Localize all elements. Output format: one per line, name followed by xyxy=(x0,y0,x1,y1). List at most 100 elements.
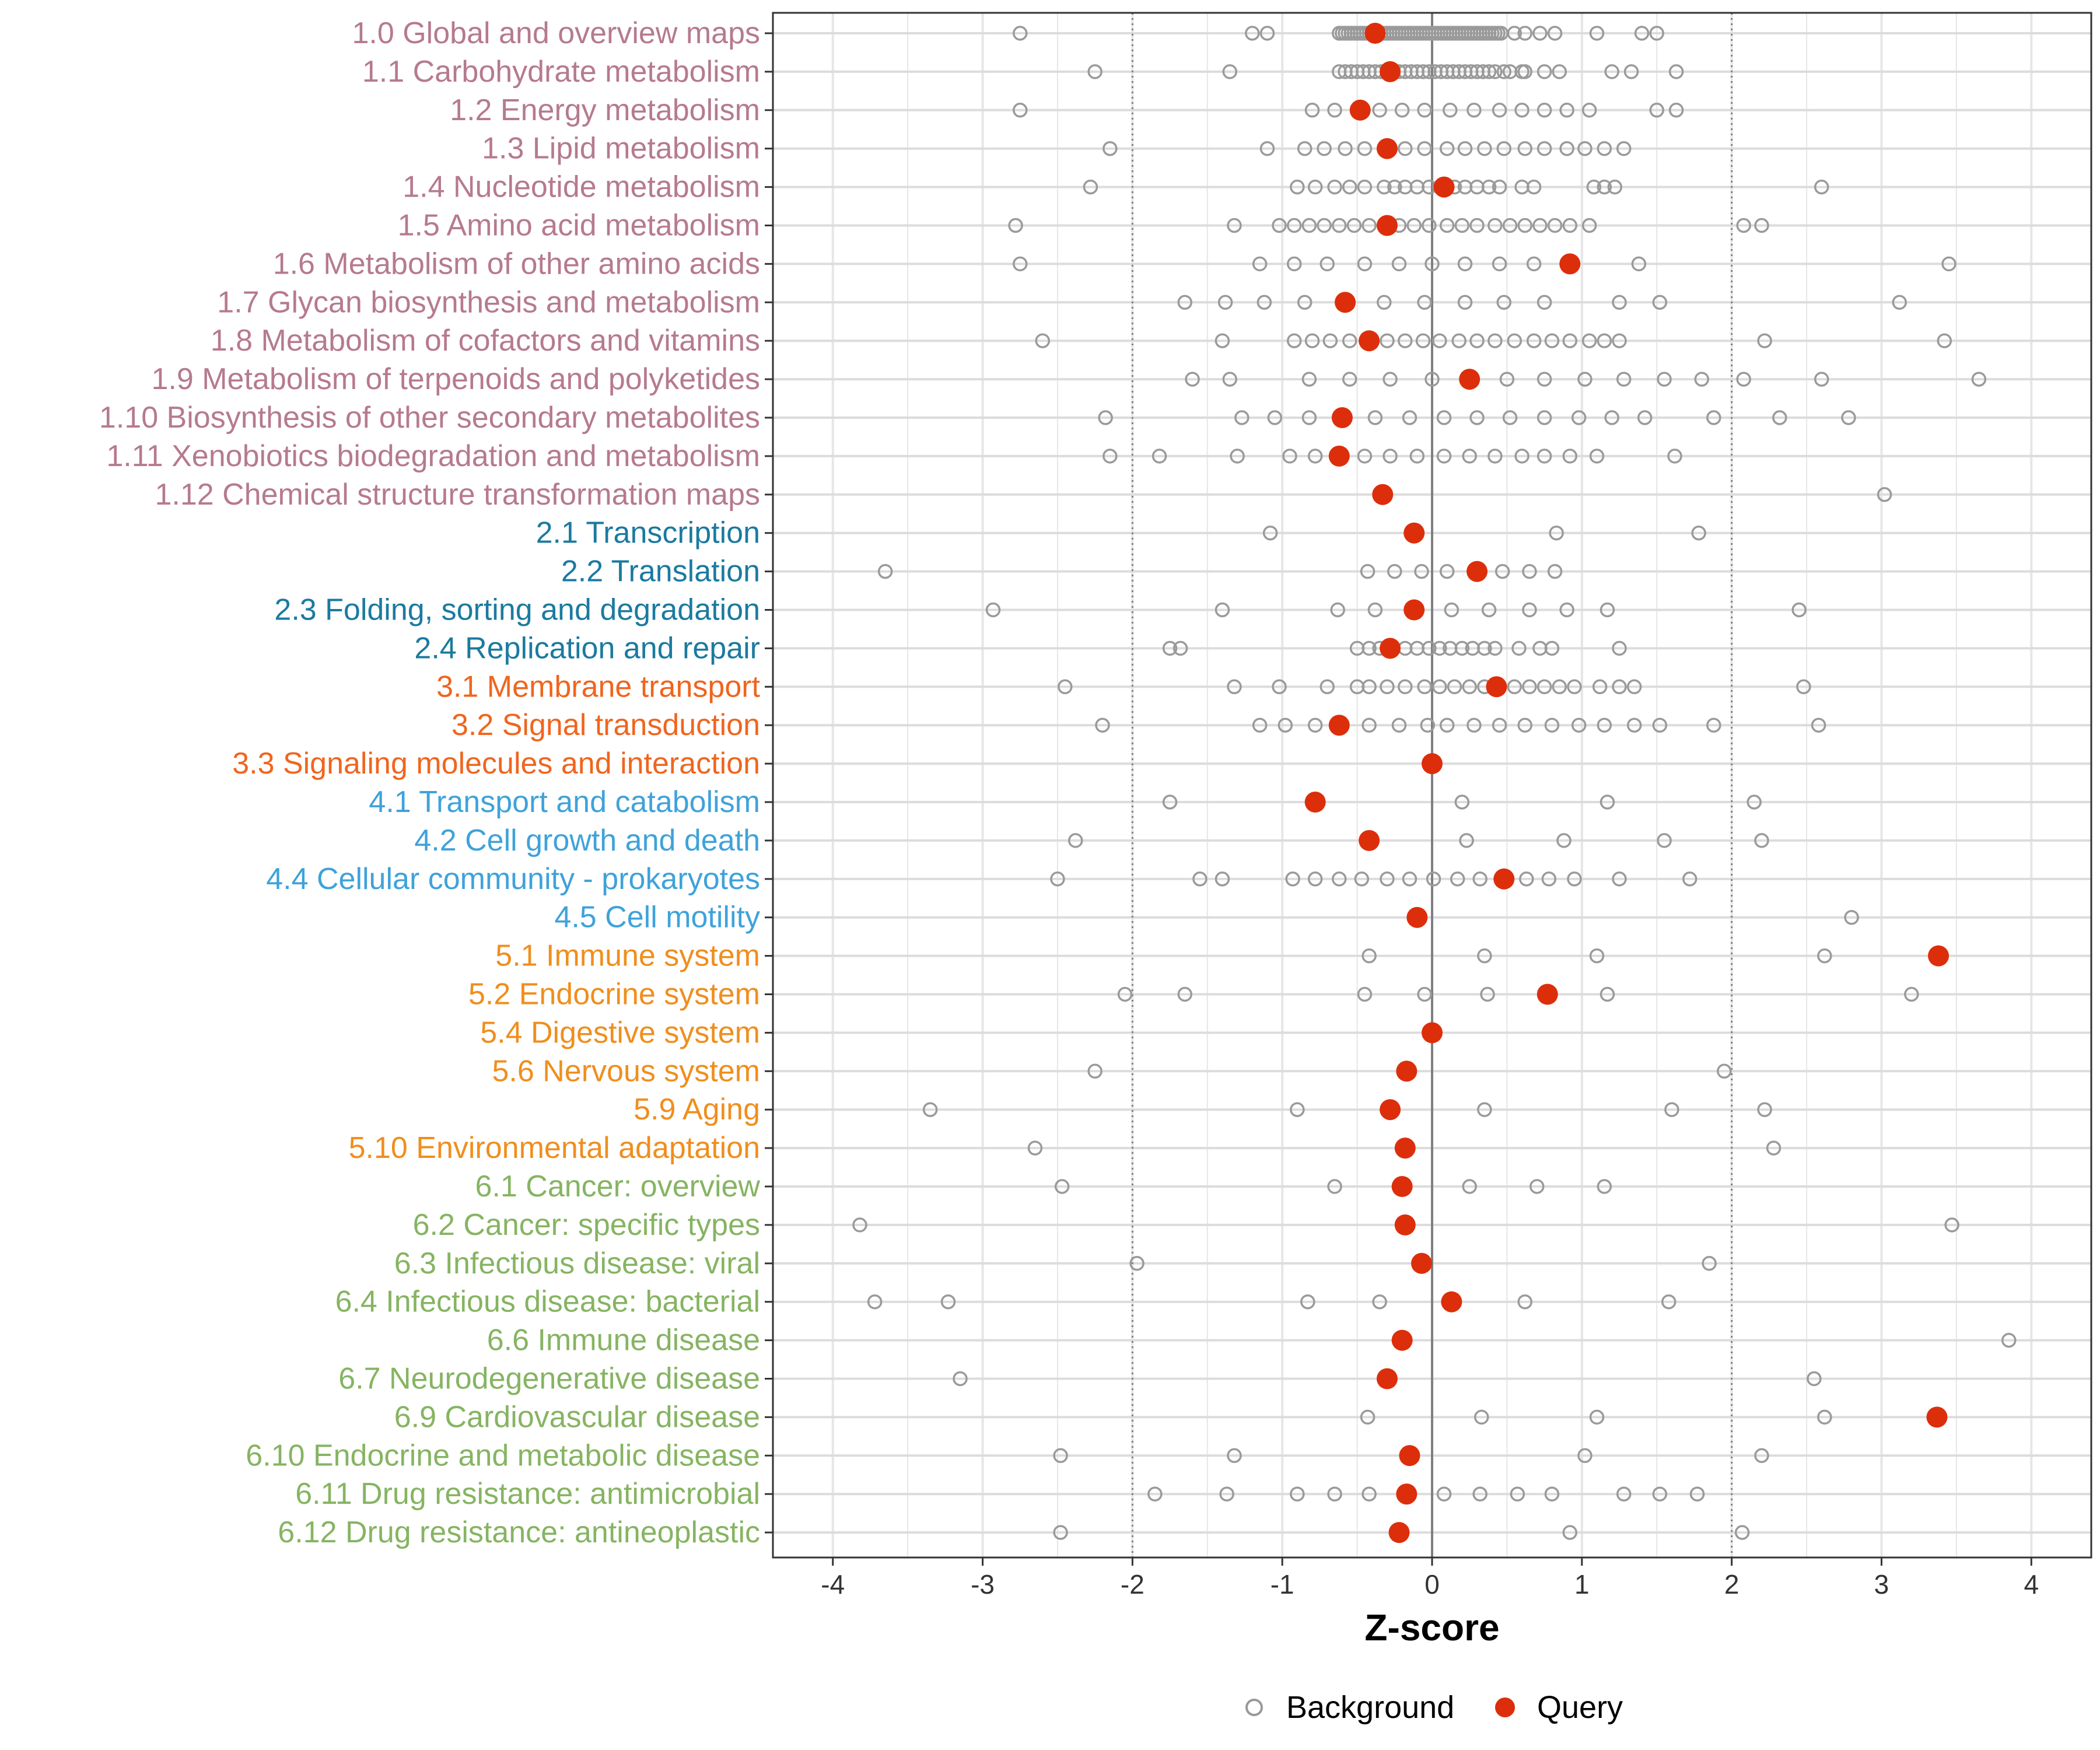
background-point xyxy=(1307,872,1323,887)
background-point xyxy=(1541,872,1557,887)
background-point xyxy=(1466,718,1482,733)
background-point xyxy=(1362,679,1377,695)
query-point xyxy=(1406,907,1428,928)
background-point xyxy=(1937,333,1952,348)
query-point xyxy=(1433,176,1455,198)
background-point xyxy=(1462,1179,1477,1194)
background-point xyxy=(1536,372,1552,387)
background-point xyxy=(1320,256,1335,272)
background-point xyxy=(1668,64,1684,79)
background-point xyxy=(1432,333,1447,348)
background-point xyxy=(1402,872,1418,887)
background-point xyxy=(877,564,893,579)
background-point xyxy=(1481,179,1497,195)
background-point xyxy=(1757,333,1772,348)
background-point xyxy=(1892,295,1908,310)
query-points xyxy=(1304,23,1950,1544)
category-labels: 1.0 Global and overview maps 1.1 Carbohyd… xyxy=(99,16,773,1549)
background-point xyxy=(852,1217,867,1233)
category-label: 1.12 Chemical structure transformation m… xyxy=(155,478,760,512)
background-point xyxy=(1536,295,1552,310)
background-point xyxy=(1330,602,1345,618)
background-point xyxy=(1817,948,1832,964)
background-point xyxy=(1589,26,1605,41)
background-point xyxy=(1807,1371,1822,1387)
background-point xyxy=(1488,64,1503,79)
category-label: 3.1 Membrane transport xyxy=(436,670,760,704)
background-point xyxy=(1234,410,1250,425)
background-point xyxy=(1192,872,1208,887)
background-point xyxy=(1451,333,1466,348)
background-point xyxy=(1301,410,1317,425)
background-point xyxy=(1472,1486,1488,1502)
background-point xyxy=(1222,372,1238,387)
background-point xyxy=(1616,1486,1632,1502)
background-point xyxy=(1469,333,1485,348)
background-point xyxy=(1304,333,1320,348)
background-point xyxy=(1536,410,1552,425)
background-point xyxy=(1552,679,1567,695)
background-point xyxy=(1272,679,1287,695)
background-point xyxy=(1772,410,1787,425)
background-point xyxy=(1517,64,1532,79)
background-point xyxy=(1817,1409,1832,1425)
background-point xyxy=(1637,410,1653,425)
category-label: 1.3 Lipid metabolism xyxy=(482,132,760,166)
background-point xyxy=(1454,218,1470,233)
background-point xyxy=(1252,718,1268,733)
background-point xyxy=(1519,872,1534,887)
background-point xyxy=(1488,640,1503,656)
background-point xyxy=(1290,1486,1305,1502)
background-point xyxy=(1559,602,1574,618)
background-point xyxy=(1667,449,1682,464)
background-point xyxy=(1454,794,1470,810)
background-point xyxy=(1492,718,1507,733)
background-point xyxy=(1424,372,1440,387)
background-point xyxy=(1502,410,1518,425)
background-point xyxy=(1581,218,1597,233)
x-tick-label: -3 xyxy=(971,1569,995,1600)
background-point xyxy=(1597,1179,1612,1194)
background-point xyxy=(1559,103,1574,118)
background-point xyxy=(1222,64,1238,79)
background-point xyxy=(1562,1525,1578,1540)
background-point xyxy=(1552,64,1567,79)
background-point xyxy=(1466,103,1482,118)
background-point xyxy=(1488,333,1503,348)
background-point xyxy=(1532,218,1548,233)
background-point xyxy=(1053,1448,1068,1464)
background-point xyxy=(1162,794,1178,810)
background-point xyxy=(1372,103,1387,118)
query-point xyxy=(1394,1214,1416,1236)
background-point xyxy=(1219,1486,1234,1502)
background-point xyxy=(1971,372,1987,387)
background-point xyxy=(1450,872,1465,887)
background-point xyxy=(1013,103,1028,118)
background-point xyxy=(1177,295,1192,310)
category-label: 1.8 Metabolism of cofactors and vitamins xyxy=(211,324,760,358)
background-point xyxy=(1536,449,1552,464)
background-point xyxy=(1811,718,1826,733)
background-point xyxy=(1592,679,1608,695)
x-tick-label: 1 xyxy=(1574,1569,1590,1600)
background-point xyxy=(1447,679,1462,695)
category-label: 1.6 Metabolism of other amino acids xyxy=(273,247,760,281)
category-label: 2.2 Translation xyxy=(561,555,760,589)
background-point xyxy=(1492,179,1507,195)
background-point xyxy=(1754,1448,1769,1464)
category-label: 1.4 Nucleotide metabolism xyxy=(402,170,760,204)
background-point xyxy=(1536,141,1552,156)
background-point xyxy=(1380,333,1395,348)
background-point xyxy=(1616,141,1632,156)
background-point xyxy=(1664,1102,1679,1117)
background-point xyxy=(1342,333,1357,348)
query-point xyxy=(1399,1445,1420,1466)
legend-query-marker xyxy=(1495,1698,1515,1717)
background-point xyxy=(1172,640,1188,656)
background-point xyxy=(1357,986,1373,1002)
x-tick-label: 2 xyxy=(1724,1569,1740,1600)
background-point xyxy=(1657,833,1672,848)
background-point xyxy=(1496,295,1512,310)
background-point xyxy=(1477,640,1492,656)
background-point xyxy=(1426,872,1441,887)
